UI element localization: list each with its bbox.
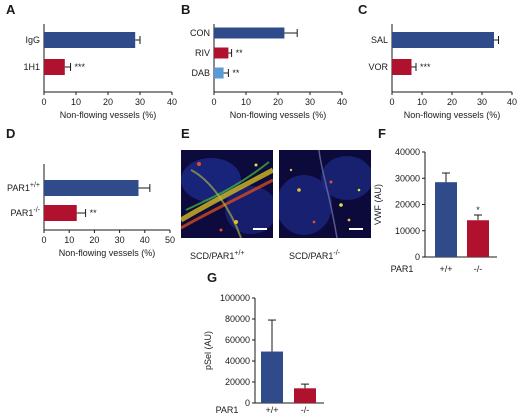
bar [214,47,229,59]
x-tick-label: 10 [241,97,251,107]
category-superscript: -/- [33,207,40,214]
caption-superscript: -/- [333,250,340,257]
category-label: +/+ [439,264,452,274]
y-tick-label: 40000 [225,356,250,366]
micrograph-par1-wt [181,150,273,238]
category-label: IgG [25,35,40,45]
y-tick-label: 40000 [395,147,420,157]
bar [467,220,489,257]
x-tick-label: 0 [41,235,46,245]
category-label: PAR1+/+ [7,182,40,193]
x-tick-label: 0 [389,97,394,107]
significance-marker: *** [420,62,431,72]
bar [214,67,224,79]
x-tick-label: 20 [89,235,99,245]
bar [44,180,139,196]
y-axis-label: pSel (AU) [203,331,213,370]
bar [294,388,316,403]
x-axis-label: Non-flowing vessels (%) [60,110,157,120]
y-tick-label: 20000 [225,377,250,387]
x-tick-label: 0 [211,97,216,107]
x-tick-label: 30 [135,97,145,107]
caption-text: SCD/PAR1 [190,251,235,261]
category-label: 1H1 [23,62,40,72]
category-label: -/- [301,405,310,415]
x-tick-label: 50 [165,235,175,245]
significance-marker: ** [236,48,244,58]
x-tick-label: 40 [167,97,177,107]
bar [44,32,136,48]
bar [392,59,412,75]
micrograph-ko-image [279,150,371,238]
category-label: VOR [368,62,388,72]
x-axis-label: Non-flowing vessels (%) [230,110,327,120]
x-tick-label: 30 [305,97,315,107]
significance-marker: ** [90,208,98,218]
x-tick-label: 20 [447,97,457,107]
bar [214,27,285,39]
scale-bar [253,228,267,230]
panel-label-B: B [181,2,190,17]
caption-text: SCD/PAR1 [289,251,334,261]
panel-label-G: G [207,270,217,285]
y-tick-label: 80000 [225,314,250,324]
scale-bar [349,228,363,230]
y-tick-label: 0 [245,398,250,408]
panel-label-E: E [181,126,190,141]
micrograph-par1-ko [279,150,371,238]
group-label: PAR1 [216,405,239,415]
y-tick-label: 100000 [220,293,250,303]
y-tick-label: 20000 [395,200,420,210]
y-tick-label: 0 [415,252,420,262]
x-tick-label: 20 [273,97,283,107]
panel-label-A: A [6,2,16,17]
x-tick-label: 40 [507,97,517,107]
x-tick-label: 40 [337,97,347,107]
significance-marker: *** [75,62,86,72]
x-tick-label: 30 [477,97,487,107]
x-tick-label: 10 [417,97,427,107]
category-label: +/+ [265,405,278,415]
x-tick-label: 0 [41,97,46,107]
category-superscript: +/+ [30,182,40,189]
x-tick-label: 40 [140,235,150,245]
micrograph-wt-image [181,150,273,238]
significance-marker: ** [232,68,240,78]
bar [44,59,65,75]
x-tick-label: 10 [64,235,74,245]
x-tick-label: 20 [103,97,113,107]
significance-marker: * [476,205,480,215]
category-label: RIV [195,48,210,58]
micrograph-caption-ko: SCD/PAR1-/- [289,250,340,261]
x-tick-label: 10 [71,97,81,107]
panel-label-D: D [6,126,15,141]
x-tick-label: 30 [115,235,125,245]
y-tick-label: 10000 [395,226,420,236]
x-axis-label: Non-flowing vessels (%) [59,248,156,258]
category-label: -/- [474,264,483,274]
micrograph-caption-wt: SCD/PAR1+/+ [190,250,244,261]
category-label: DAB [191,68,210,78]
bar [44,205,77,221]
panel-label-C: C [358,2,368,17]
bar [392,32,494,48]
x-axis-label: Non-flowing vessels (%) [404,110,501,120]
y-axis-label: VWF (AU) [373,184,383,225]
bar [261,351,283,403]
category-label: PAR1-/- [11,207,41,218]
bar [435,182,457,257]
y-tick-label: 60000 [225,335,250,345]
y-tick-label: 30000 [395,173,420,183]
group-label: PAR1 [391,264,414,274]
caption-superscript: +/+ [234,250,245,257]
panel-label-F: F [378,126,386,141]
category-label: SAL [371,35,388,45]
category-label: CON [190,28,210,38]
